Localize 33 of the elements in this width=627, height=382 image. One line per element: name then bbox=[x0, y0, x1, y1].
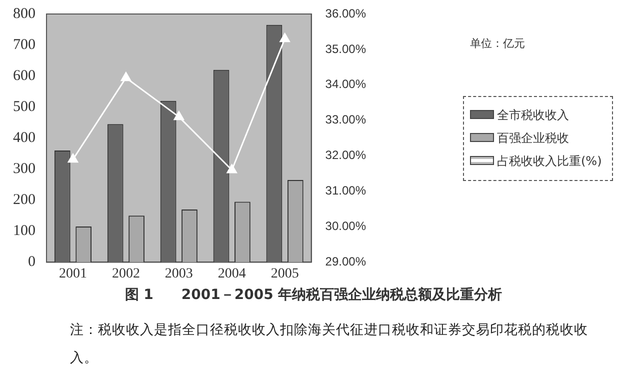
y-tick-label: 100 bbox=[13, 223, 36, 240]
legend-label: 占税收收入比重(%) bbox=[497, 153, 602, 170]
y-tick-label: 200 bbox=[13, 192, 36, 208]
y-tick-label: 400 bbox=[13, 130, 36, 146]
y2-tick-label: 35.00% bbox=[325, 42, 366, 56]
point bbox=[280, 33, 290, 42]
y2-tick-label: 33.00% bbox=[325, 112, 366, 127]
x-tick-label: 2005 bbox=[270, 266, 299, 282]
y2-tick-label: 32.00% bbox=[325, 148, 366, 162]
text: 图 1 2001－2005 年纳税百强企业纳税总额及比重分析 bbox=[124, 286, 504, 304]
legend-label: 百强企业税收 bbox=[497, 130, 569, 147]
x-tick-label: 2002 bbox=[112, 266, 140, 282]
x-tick-label: 2003 bbox=[164, 266, 193, 282]
y-tick-label: 800 bbox=[13, 6, 36, 22]
y2-tick-label: 30.00% bbox=[325, 219, 366, 234]
x-tick-label: 2001 bbox=[58, 266, 87, 282]
y-tick-label: 0 bbox=[28, 254, 36, 270]
y2-tick-label: 29.00% bbox=[325, 254, 366, 269]
y-tick-label: 600 bbox=[13, 68, 36, 84]
point bbox=[68, 154, 78, 163]
point bbox=[226, 164, 237, 174]
y-tick-label: 300 bbox=[13, 161, 36, 178]
text: 注：税收收入是指全口径税收收入扣除海关代征进口税收和证券交易印花税的税收收入。 bbox=[70, 321, 589, 368]
y-tick-label: 500 bbox=[13, 99, 36, 116]
x-tick-label: 2004 bbox=[218, 266, 246, 282]
y2-tick-label: 31.00% bbox=[325, 184, 366, 198]
y2-tick-label: 34.00% bbox=[325, 77, 366, 92]
text: 单位：亿元 bbox=[470, 36, 525, 51]
y2-tick-label: 36.00% bbox=[325, 6, 366, 20]
y-tick-label: 700 bbox=[13, 36, 36, 53]
legend-label: 全市税收收入 bbox=[497, 107, 569, 124]
point bbox=[120, 72, 132, 82]
point bbox=[174, 111, 184, 120]
